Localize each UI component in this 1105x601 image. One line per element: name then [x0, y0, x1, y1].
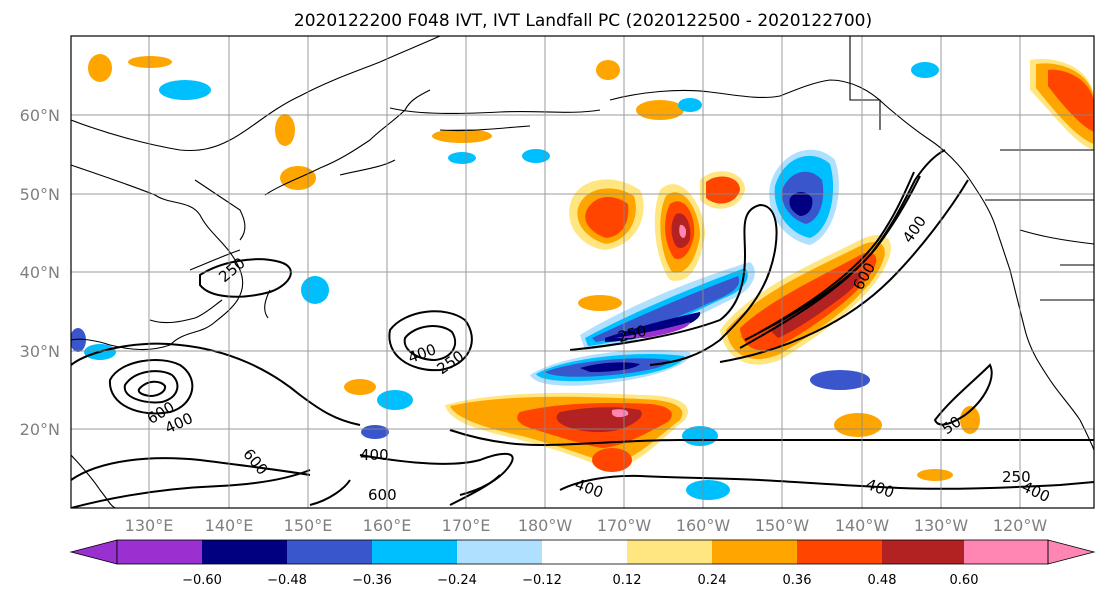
- lat-tick-label: 50°N: [20, 185, 60, 204]
- anomaly-negative: [615, 322, 690, 338]
- anomaly-positive: [578, 295, 622, 311]
- colorbar-tick-label: −0.48: [267, 573, 307, 588]
- colorbar-tick-label: −0.36: [352, 573, 392, 588]
- anomaly-negative: [71, 328, 86, 352]
- colorbar-tick-label: 0.24: [698, 573, 727, 588]
- anomaly-positive: [679, 224, 687, 238]
- colorbar-segments: [69, 539, 1096, 565]
- colorbar-tick-label: 0.48: [868, 573, 897, 588]
- figure-title: 2020122200 F048 IVT, IVT Landfall PC (20…: [294, 11, 872, 31]
- anomaly-positive: [596, 60, 620, 80]
- coastlines: [71, 36, 1094, 508]
- lon-tick-label: 120°W: [993, 516, 1048, 535]
- colorbar-tick-label: −0.60: [182, 573, 222, 588]
- anomaly-positive: [706, 176, 740, 204]
- anomaly-positive: [770, 270, 862, 338]
- anomaly-positive: [275, 114, 295, 146]
- anomaly-negative: [686, 480, 730, 500]
- anomaly-positive: [592, 448, 632, 472]
- lon-tick-label: 150°W: [755, 516, 810, 535]
- map-panel: 250 400 600 250 400 250 600 400 600 400 …: [70, 35, 1095, 509]
- colorbar-segment: [627, 540, 712, 564]
- colorbar-segment: [964, 540, 1048, 564]
- lon-tick-label: 140°W: [835, 516, 890, 535]
- colorbar-frame: [116, 539, 1049, 565]
- anomaly-negative: [377, 390, 413, 410]
- anomaly-positive: [128, 56, 172, 68]
- colorbar-extend-low: [69, 539, 118, 565]
- lon-tick-label: 130°E: [125, 516, 174, 535]
- anomaly-negative: [678, 98, 702, 112]
- colorbar-segment: [457, 540, 542, 564]
- lat-tick-label: 30°N: [20, 342, 60, 361]
- anomaly-positive: [432, 129, 492, 143]
- anomaly-negative: [448, 152, 476, 164]
- anomaly-negative: [522, 149, 550, 163]
- lat-tick-label: 40°N: [20, 263, 60, 282]
- colorbar-segment: [542, 540, 627, 564]
- lat-tick-labels: 60°N 50°N 40°N 30°N 20°N: [20, 106, 60, 439]
- anomaly-positive: [960, 406, 980, 434]
- colorbar-tick-label: −0.12: [522, 573, 562, 588]
- colorbar-ticks: −0.60 −0.48 −0.36 −0.24 −0.12 0.12 0.24 …: [182, 573, 978, 588]
- anomaly-negative: [810, 370, 870, 390]
- anomaly-negative: [911, 62, 939, 78]
- anomaly-positive: [917, 469, 953, 481]
- lat-tick-label: 20°N: [20, 420, 60, 439]
- anomaly-negative: [605, 312, 701, 342]
- anomaly-positive: [636, 100, 684, 120]
- anomaly-positive: [301, 276, 329, 304]
- colorbar-segment: [372, 540, 457, 564]
- lon-tick-label: 160°E: [363, 516, 412, 535]
- map-frame: [70, 35, 1095, 509]
- colorbar-extend-high: [1047, 539, 1096, 565]
- colorbar-segment: [882, 540, 964, 564]
- lat-tick-label: 60°N: [20, 106, 60, 125]
- anomaly-positive: [344, 379, 376, 395]
- lon-tick-labels: 130°E 140°E 150°E 160°E 170°E 180°W 170°…: [125, 516, 1048, 535]
- anomaly-positive: [88, 54, 112, 82]
- anomaly-negative: [159, 80, 211, 100]
- colorbar-segment: [712, 540, 797, 564]
- colorbar-tick-label: 0.12: [613, 573, 642, 588]
- colorbar-segment: [287, 540, 372, 564]
- lon-tick-label: 140°E: [205, 516, 254, 535]
- lon-tick-label: 160°W: [676, 516, 731, 535]
- colorbar: −0.60 −0.48 −0.36 −0.24 −0.12 0.12 0.24 …: [69, 539, 1096, 588]
- anomaly-negative: [592, 276, 740, 342]
- anomaly-positive: [585, 197, 629, 238]
- contour-label: 400: [360, 446, 389, 464]
- anomaly-positive: [1048, 69, 1094, 132]
- contour-label: 250: [1002, 468, 1031, 486]
- colorbar-tick-label: 0.36: [783, 573, 812, 588]
- ivt-contours: [71, 149, 1094, 508]
- colorbar-segment: [797, 540, 882, 564]
- colorbar-segment: [117, 540, 202, 564]
- lon-tick-label: 150°E: [284, 516, 333, 535]
- anomaly-positive: [834, 413, 882, 437]
- lon-tick-label: 180°W: [518, 516, 573, 535]
- graticule: [71, 36, 1094, 508]
- contour-label: 600: [368, 486, 397, 504]
- lon-tick-label: 170°E: [442, 516, 491, 535]
- anomaly-negative: [580, 362, 640, 372]
- anomaly-negative: [361, 425, 389, 439]
- lon-tick-label: 170°W: [597, 516, 652, 535]
- anomaly-negative: [789, 192, 813, 216]
- colorbar-tick-label: −0.24: [437, 573, 477, 588]
- colorbar-tick-label: 0.60: [950, 573, 979, 588]
- colorbar-segment: [202, 540, 287, 564]
- lon-tick-label: 130°W: [914, 516, 969, 535]
